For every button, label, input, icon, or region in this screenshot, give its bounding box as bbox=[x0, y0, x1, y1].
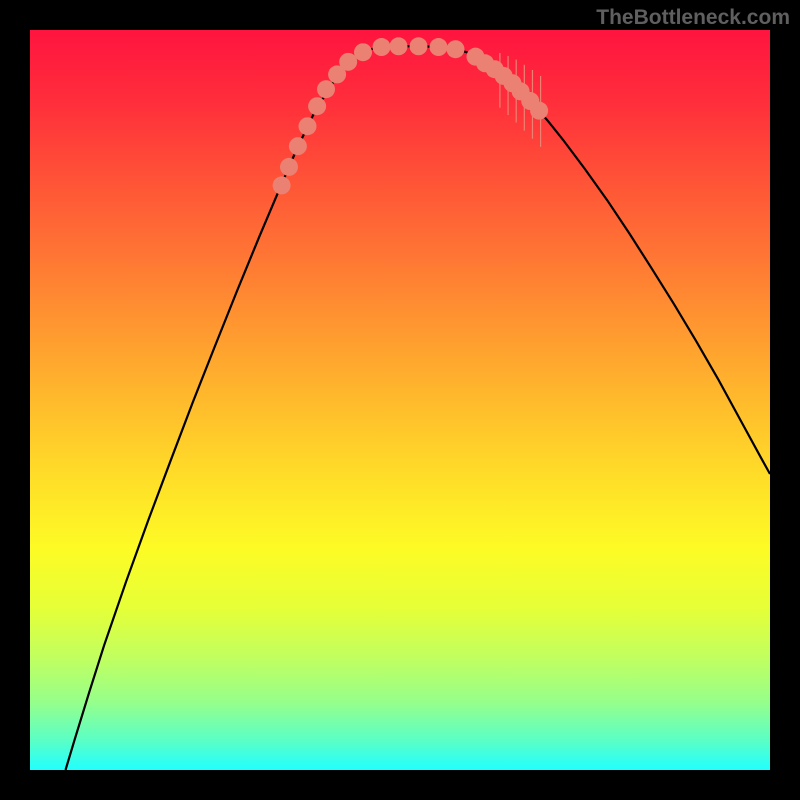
chart-container: TheBottleneck.com bbox=[0, 0, 800, 800]
data-marker bbox=[289, 137, 307, 155]
data-marker bbox=[354, 43, 372, 61]
data-marker bbox=[280, 158, 298, 176]
data-marker bbox=[530, 102, 548, 120]
curve-layer bbox=[30, 30, 770, 770]
data-marker bbox=[447, 40, 465, 58]
data-marker bbox=[317, 80, 335, 98]
data-marker bbox=[273, 176, 291, 194]
data-marker bbox=[339, 53, 357, 71]
data-marker bbox=[390, 37, 408, 55]
data-marker bbox=[373, 38, 391, 56]
data-marker bbox=[308, 97, 326, 115]
plot-area bbox=[30, 30, 770, 770]
main-curve bbox=[66, 46, 770, 770]
data-marker bbox=[410, 37, 428, 55]
data-marker bbox=[299, 117, 317, 135]
watermark-text: TheBottleneck.com bbox=[596, 6, 790, 30]
data-marker bbox=[429, 38, 447, 56]
